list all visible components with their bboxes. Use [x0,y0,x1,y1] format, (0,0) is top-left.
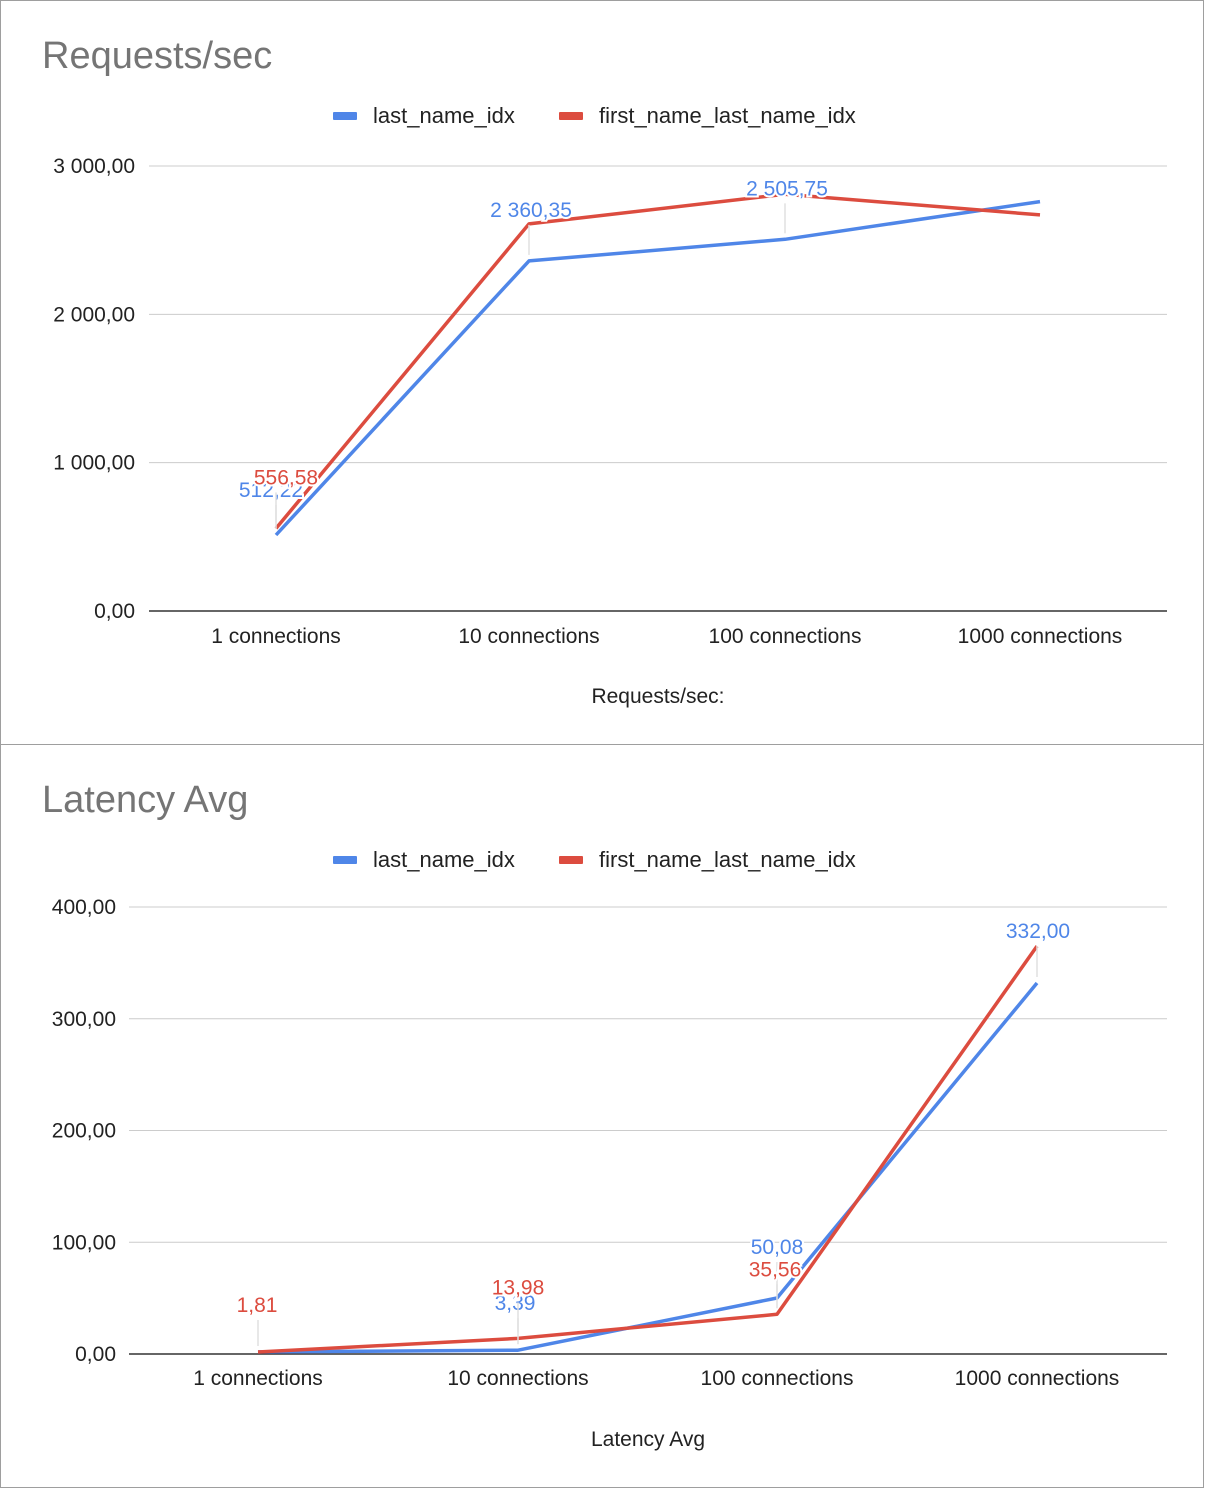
x-axis-title: Latency Avg [591,1428,705,1451]
x-tick-label: 100 connections [709,625,862,648]
y-tick-label: 100,00 [52,1231,116,1254]
x-tick-label: 1 connections [211,625,341,648]
series-line-first_name_last_name_idx [274,192,1041,530]
data-label: 50,08 [751,1236,804,1259]
y-tick-label: 400,00 [52,896,116,919]
y-tick-label: 1 000,00 [53,452,135,475]
latency-chart-plot: 0,00 100,00 200,00 300,00 400,00 1 connection… [52,896,1167,1451]
data-label: 1,81 [237,1294,278,1317]
series-line-last_name_idx [257,981,1039,1354]
series-line-first_name_last_name_idx [257,945,1039,1354]
y-tick-label: 0,00 [94,600,135,623]
legend-label: last_name_idx [373,103,515,128]
y-tick-label: 200,00 [52,1120,116,1143]
x-tick-label: 10 connections [447,1367,588,1390]
requests-chart-panel: Requests/sec last_name_idx first_name_la… [0,0,1204,745]
legend-item-last-name-idx[interactable]: last_name_idx [333,103,515,129]
legend-swatch [559,856,583,864]
data-label: 3,39 [495,1292,536,1315]
chart-title: Latency Avg [42,779,249,821]
x-tick-label: 1000 connections [955,1367,1120,1390]
x-tick-label: 100 connections [701,1367,854,1390]
chart-legend: last_name_idx first_name_last_name_idx [1,103,1203,133]
legend-swatch [559,112,583,120]
legend-swatch [333,112,357,120]
latency-chart-panel: Latency Avg last_name_idx first_name_las… [0,744,1204,1488]
x-axis-title: Requests/sec: [591,685,724,708]
data-label: 2 360,35 [490,199,572,222]
legend-swatch [333,856,357,864]
x-tick-label: 10 connections [458,625,599,648]
data-label: 13,98 [492,1276,545,1299]
requests-chart-plot: 0,00 1 000,00 2 000,00 3 000,00 1 connection… [53,155,1167,708]
data-label: 332,00 [1006,920,1070,943]
y-tick-label: 300,00 [52,1008,116,1031]
data-label: 512,22 [239,479,303,502]
series-line-last_name_idx [274,199,1041,537]
y-tick-label: 3 000,00 [53,155,135,178]
legend-item-first-name-last-name-idx[interactable]: first_name_last_name_idx [559,103,856,129]
data-label: 35,56 [749,1258,802,1281]
x-tick-label: 1000 connections [958,625,1123,648]
legend-label: last_name_idx [373,847,515,872]
legend-item-first-name-last-name-idx[interactable]: first_name_last_name_idx [559,847,856,873]
legend-label: first_name_last_name_idx [599,103,856,128]
chart-legend: last_name_idx first_name_last_name_idx [1,847,1203,877]
y-tick-label: 2 000,00 [53,303,135,326]
chart-title: Requests/sec [42,35,273,77]
legend-item-last-name-idx[interactable]: last_name_idx [333,847,515,873]
x-tick-label: 1 connections [193,1367,323,1390]
data-label: 556,58 [254,466,318,489]
legend-label: first_name_last_name_idx [599,847,856,872]
y-tick-label: 0,00 [75,1343,116,1366]
data-label: 2 505,75 [746,177,828,200]
